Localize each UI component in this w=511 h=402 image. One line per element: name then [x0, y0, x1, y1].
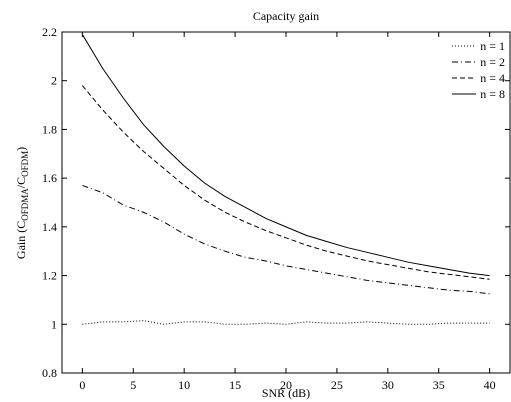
y-tick-label-4: 1.6	[42, 171, 57, 185]
y-tick-label-3: 1.4	[42, 220, 57, 234]
y-tick-label-6: 2	[51, 74, 57, 88]
x-tick-label-5: 25	[331, 378, 343, 392]
y-axis-label: Gain (COFDMA/COFDM)	[14, 147, 30, 259]
legend: n = 1 n = 2 n = 4 n = 8	[452, 39, 505, 101]
y-axis-label-prefix: Gain (C	[14, 221, 28, 259]
chart-title: Capacity gain	[253, 9, 319, 23]
y-tick-label-1: 1	[51, 317, 57, 331]
legend-label-n1: n = 1	[480, 39, 505, 53]
x-tick-label-6: 30	[382, 378, 394, 392]
y-tick-label-7: 2.2	[42, 25, 57, 39]
y-axis-label-numerator-subscript: OFDMA	[20, 188, 30, 221]
plot-frame	[61, 31, 511, 374]
x-tick-label-3: 15	[229, 378, 241, 392]
legend-label-n4: n = 4	[480, 71, 505, 85]
x-axis-label: SNR (dB)	[262, 386, 310, 400]
series-line-n8	[81, 34, 490, 277]
y-axis-label-suffix: )	[14, 147, 28, 151]
legend-label-n2: n = 2	[480, 55, 505, 69]
y-tick-label-0: 0.8	[42, 366, 57, 380]
legend-label-n8: n = 8	[480, 87, 505, 101]
axis-ticks: 0 5 10 15 20 25 30 35 40 0.8 1 1.2 1.4 1.6 1.8 2 2.2	[42, 25, 510, 392]
y-axis-label-slash: /C	[14, 177, 28, 188]
x-tick-label-1: 5	[130, 378, 136, 392]
series-line-n4	[81, 85, 490, 280]
series-line-n1	[82, 320, 490, 325]
x-tick-label-4: 20	[280, 378, 292, 392]
x-tick-label-8: 40	[484, 378, 496, 392]
x-tick-label-0: 0	[79, 378, 85, 392]
x-tick-label-7: 35	[433, 378, 445, 392]
y-axis-label-denominator-subscript: OFDM	[20, 151, 30, 177]
series-line-n2	[82, 184, 490, 295]
y-tick-label-5: 1.8	[42, 122, 57, 136]
series-lines	[81, 34, 490, 325]
y-tick-label-2: 1.2	[42, 269, 57, 283]
x-tick-label-2: 10	[178, 378, 190, 392]
